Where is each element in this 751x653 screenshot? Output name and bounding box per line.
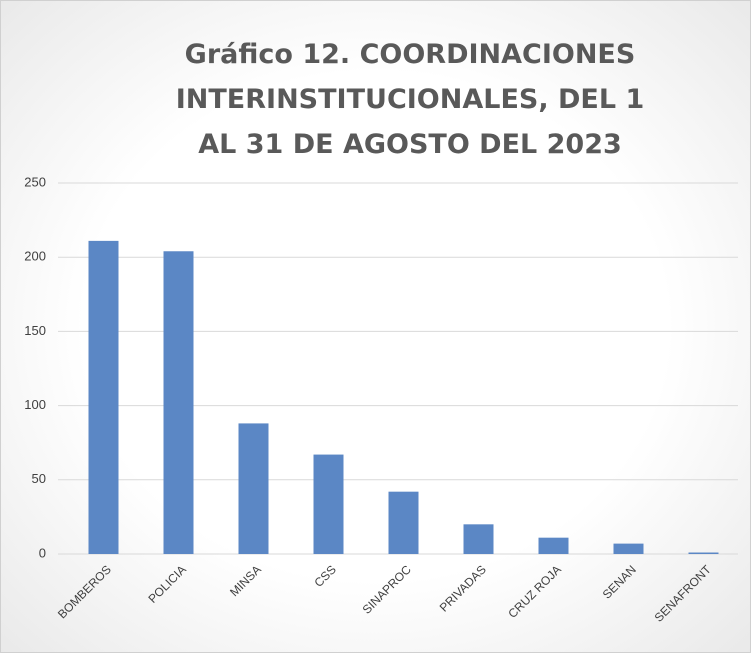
y-tick-label: 200 — [24, 249, 46, 264]
x-tick-label: SINAPROC — [360, 562, 414, 616]
y-tick-label: 250 — [24, 174, 46, 189]
bar — [688, 552, 719, 554]
x-tick-label: CRUZ ROJA — [505, 562, 563, 620]
y-tick-label: 0 — [39, 545, 46, 560]
y-tick-label: 150 — [24, 323, 46, 338]
x-tick-label: MINSA — [227, 562, 264, 599]
x-tick-label: SENAFRONT — [652, 562, 715, 625]
chart-title: Gráfico 12. COORDINACIONES INTERINSTITUC… — [175, 39, 645, 160]
bar — [388, 491, 419, 554]
x-tick-label: PRIVADAS — [437, 562, 489, 614]
bar — [163, 251, 194, 554]
bar — [463, 524, 494, 554]
bar — [613, 543, 644, 554]
bar — [538, 537, 569, 554]
x-tick-label: CSS — [312, 562, 339, 589]
y-tick-label: 100 — [24, 397, 46, 412]
bar — [238, 423, 269, 554]
x-tick-label: POLICIA — [145, 562, 188, 605]
y-tick-label: 50 — [32, 471, 46, 486]
x-tick-label: SENAN — [600, 562, 639, 601]
x-tick-label: BOMBEROS — [55, 562, 114, 621]
bar — [88, 240, 119, 554]
bar — [313, 454, 344, 554]
